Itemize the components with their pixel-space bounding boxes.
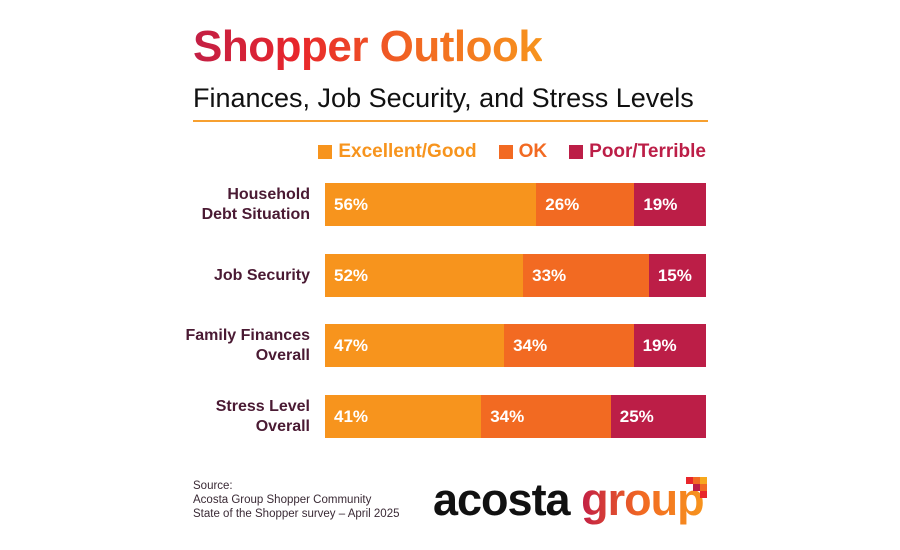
data-label: 26% [545,194,580,214]
data-label: 15% [657,265,692,285]
legend-item: Poor/Terrible [569,141,706,163]
category-label: Job Security [213,266,310,284]
source-line: Source: [193,480,233,492]
data-label: 41% [334,406,369,426]
bar-segment: 41% [325,395,482,438]
legend: Excellent/Good OK Poor/Terrible [318,141,706,163]
source-line: Acosta Group Shopper Community [193,494,372,506]
legend-item: OK [498,141,548,163]
logo-word-group: group [581,474,704,525]
acosta-group-logo: acosta group [433,474,705,526]
data-label: 34% [490,406,525,426]
data-label: 25% [619,406,654,426]
bar-segment: 19% [633,324,706,367]
source-note: Source: Acosta Group Shopper Community S… [193,479,400,521]
stacked-bar: 56% 26% 19% [325,183,706,226]
bar-segment: 19% [634,183,706,226]
legend-label: Poor/Terrible [589,141,706,162]
bar-row: Family Finances Overall 47% 34% 19% [180,324,710,367]
category-label: Stress Level Overall [215,397,310,435]
legend-label: Excellent/Good [338,141,477,162]
bar-segment: 52% [325,254,524,297]
legend-swatch [498,145,513,159]
stacked-bar: 41% 34% 25% [325,395,706,438]
category-label: Household Debt Situation [201,185,310,223]
data-label: 47% [334,335,369,355]
bar-segment: 56% [325,183,537,226]
stacked-bar: 47% 34% 19% [325,324,706,367]
legend-swatch [569,145,584,159]
divider [193,120,708,122]
data-label: 33% [532,265,567,285]
bar-segment: 15% [648,254,706,297]
bar-row: Stress Level Overall 41% 34% 25% [180,395,710,438]
legend-label: OK [518,141,548,162]
legend-item: Excellent/Good [318,141,477,163]
data-label: 19% [643,194,678,214]
bar-segment: 25% [610,395,706,438]
logo-word-acosta: acosta [433,474,571,525]
legend-swatch [318,145,333,159]
data-label: 56% [334,194,369,214]
stacked-bar: 52% 33% 15% [325,254,706,297]
source-line: State of the Shopper survey – April 2025 [193,508,400,520]
bar-row: Job Security 52% 33% 15% [180,254,710,297]
chart-subtitle: Finances, Job Security, and Stress Level… [193,83,694,113]
data-label: 19% [642,335,677,355]
bar-segment: 34% [504,324,634,367]
bar-segment: 26% [536,183,635,226]
chart-title: Shopper Outlook [193,22,543,71]
data-label: 52% [334,265,369,285]
category-label: Family Finances Overall [185,326,311,364]
bar-row: Household Debt Situation 56% 26% 19% [180,183,710,226]
bar-segment: 33% [523,254,649,297]
bar-segment: 47% [325,324,505,367]
bar-segment: 34% [481,395,611,438]
data-label: 34% [513,335,548,355]
